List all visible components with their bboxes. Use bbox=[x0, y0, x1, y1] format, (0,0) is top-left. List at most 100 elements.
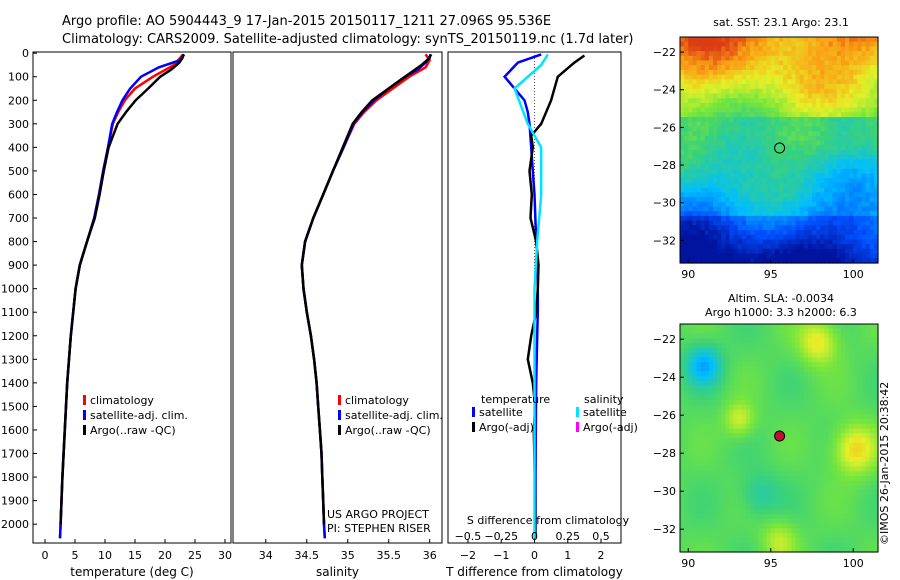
map-cell bbox=[783, 533, 788, 539]
map-cell bbox=[696, 51, 702, 57]
map-cell bbox=[824, 37, 830, 43]
map-cell bbox=[845, 258, 850, 264]
map-cell bbox=[803, 371, 809, 377]
map-cell bbox=[696, 154, 702, 161]
map-cell bbox=[762, 461, 768, 468]
map-cell bbox=[688, 121, 693, 128]
map-cell bbox=[865, 504, 871, 510]
map-cell bbox=[865, 37, 871, 43]
map-cell bbox=[853, 93, 858, 99]
map-cell bbox=[774, 414, 780, 420]
map-cell bbox=[816, 362, 821, 368]
map-cell bbox=[849, 154, 854, 161]
map-cell bbox=[688, 447, 693, 453]
map-cell bbox=[873, 150, 879, 156]
map-cell bbox=[737, 366, 743, 373]
map-cell bbox=[799, 461, 805, 468]
map-cell bbox=[840, 46, 846, 52]
annotation-line: US ARGO PROJECT bbox=[327, 508, 429, 521]
map-cell bbox=[820, 428, 825, 434]
map-cell bbox=[700, 547, 706, 553]
map-cell bbox=[696, 542, 702, 548]
map-cell bbox=[857, 107, 863, 113]
map-cell bbox=[754, 366, 759, 373]
map-cell bbox=[725, 537, 731, 544]
map-cell bbox=[696, 145, 702, 151]
map-cell bbox=[688, 131, 693, 137]
map-cell bbox=[803, 390, 809, 396]
map-cell bbox=[791, 409, 797, 415]
map-cell bbox=[849, 126, 854, 132]
map-cell bbox=[741, 480, 747, 487]
map-cell bbox=[696, 390, 702, 396]
map-cell bbox=[729, 178, 735, 184]
map-cell bbox=[704, 126, 710, 132]
map-cell bbox=[865, 41, 871, 48]
map-cell bbox=[750, 352, 755, 358]
map-cell bbox=[684, 338, 689, 344]
map-cell bbox=[700, 333, 706, 339]
map-cell bbox=[845, 480, 850, 487]
map-cell bbox=[708, 88, 714, 95]
map-cell bbox=[680, 423, 685, 430]
map-cell bbox=[783, 471, 788, 477]
map-cell bbox=[832, 159, 838, 165]
map-cell bbox=[704, 499, 710, 506]
map-cell bbox=[869, 376, 875, 382]
map-cell bbox=[799, 131, 805, 137]
map-cell bbox=[861, 159, 867, 165]
map-cell bbox=[853, 366, 858, 373]
map-cell bbox=[746, 428, 751, 434]
map-cell bbox=[849, 248, 854, 255]
map-cell bbox=[861, 419, 867, 425]
map-cell bbox=[849, 381, 854, 387]
map-cell bbox=[741, 187, 747, 193]
map-cell bbox=[791, 51, 797, 57]
map-cell bbox=[853, 84, 858, 90]
map-cell bbox=[857, 390, 863, 396]
map-cell bbox=[700, 537, 706, 544]
map-cell bbox=[688, 423, 693, 430]
map-cell bbox=[766, 74, 772, 80]
map-cell bbox=[746, 433, 751, 439]
x-tick-label: 35 bbox=[341, 549, 355, 562]
map-cell bbox=[865, 178, 871, 184]
map-cell bbox=[754, 385, 759, 392]
map-cell bbox=[680, 547, 685, 553]
map-cell bbox=[869, 225, 875, 231]
map-cell bbox=[754, 164, 759, 170]
map-cell bbox=[799, 490, 805, 496]
map-cell bbox=[783, 201, 788, 208]
map-cell bbox=[750, 51, 755, 57]
map-cell bbox=[721, 523, 726, 529]
map-cell bbox=[746, 471, 751, 477]
map-cell bbox=[746, 476, 751, 482]
map-cell bbox=[688, 197, 693, 203]
map-cell bbox=[750, 471, 755, 477]
map-cell bbox=[873, 51, 879, 57]
map-cell bbox=[803, 419, 809, 425]
map-cell bbox=[861, 51, 867, 57]
map-cell bbox=[692, 433, 698, 439]
map-cell bbox=[820, 328, 825, 335]
map-cell bbox=[750, 499, 755, 506]
map-cell bbox=[799, 84, 805, 90]
map-cell bbox=[729, 428, 735, 434]
map-cell bbox=[713, 518, 718, 525]
map-cell bbox=[750, 187, 755, 193]
map-cell bbox=[787, 362, 792, 368]
map-cell bbox=[824, 357, 830, 363]
map-cell bbox=[713, 112, 718, 118]
map-cell bbox=[754, 371, 759, 377]
map-cell bbox=[754, 74, 759, 80]
map-cell bbox=[729, 234, 735, 241]
map-cell bbox=[725, 347, 731, 354]
map-cell bbox=[713, 102, 718, 109]
map-cell bbox=[803, 258, 809, 264]
map-cell bbox=[816, 248, 821, 255]
map-cell bbox=[840, 423, 846, 430]
map-cell bbox=[729, 187, 735, 193]
map-cell bbox=[717, 385, 722, 392]
map-cell bbox=[832, 362, 838, 368]
map-cell bbox=[787, 93, 792, 99]
